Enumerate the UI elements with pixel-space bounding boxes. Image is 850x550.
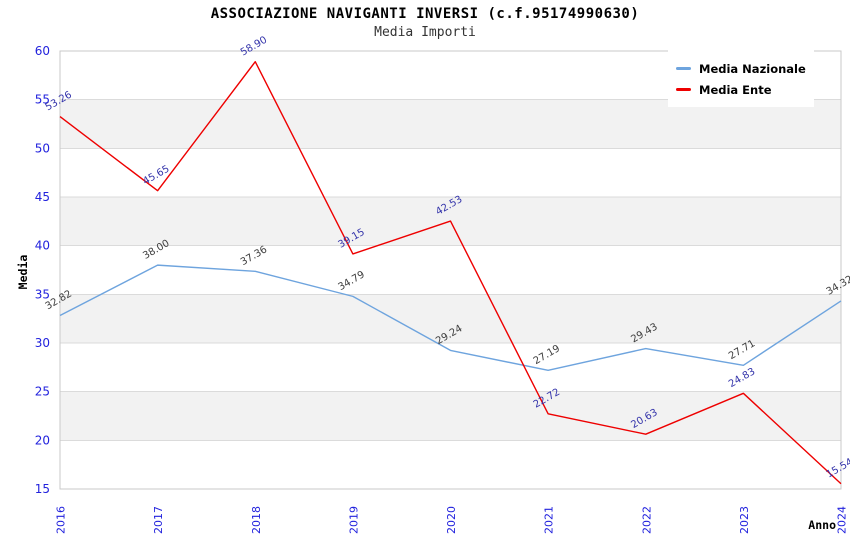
plot-border <box>59 50 842 490</box>
x-tick-label: 2024 <box>836 506 849 534</box>
legend-item-label: Media Ente <box>699 82 772 97</box>
legend-line-icon <box>676 88 691 91</box>
data-label: 24.83 <box>727 366 757 390</box>
legend: Media Nazionale Media Ente <box>668 48 814 107</box>
data-label: 34.79 <box>336 269 366 293</box>
x-tick-label: 2020 <box>445 506 458 534</box>
x-axis-title: Anno <box>808 518 836 532</box>
y-tick-label: 45 <box>35 190 50 204</box>
data-label: 37.36 <box>239 244 269 268</box>
legend-item-label: Media Nazionale <box>699 61 806 76</box>
y-tick-label: 30 <box>35 336 50 350</box>
y-tick-label: 40 <box>35 239 50 253</box>
y-tick-label: 50 <box>35 141 50 155</box>
legend-item-media-ente[interactable]: Media Ente <box>676 79 806 100</box>
data-label: 27.19 <box>532 343 562 367</box>
y-tick-label: 60 <box>35 44 50 58</box>
chart-subtitle: Media Importi <box>374 25 476 40</box>
data-label: 45.65 <box>141 164 171 188</box>
x-tick-label: 2017 <box>152 506 165 534</box>
grid-band <box>60 391 841 441</box>
x-tick-label: 2021 <box>543 506 556 534</box>
grid-band <box>60 294 841 343</box>
data-label: 58.90 <box>239 35 269 59</box>
x-tick-label: 2016 <box>55 506 68 534</box>
x-tick-label: 2018 <box>250 506 263 534</box>
grid-band <box>60 99 841 149</box>
y-tick-label: 35 <box>35 287 50 301</box>
data-label: 15.54 <box>825 457 850 481</box>
chart-title: ASSOCIAZIONE NAVIGANTI INVERSI (c.f.9517… <box>210 6 640 22</box>
y-tick-label: 25 <box>35 385 50 399</box>
x-tick-label: 2022 <box>640 506 653 534</box>
series-line <box>59 264 842 372</box>
x-tick-label: 2019 <box>347 506 360 534</box>
y-tick-label: 20 <box>35 433 50 447</box>
legend-line-icon <box>676 67 691 70</box>
legend-item-media-nazionale[interactable]: Media Nazionale <box>676 58 806 79</box>
y-tick-label: 15 <box>35 482 50 496</box>
y-axis-title: Media <box>16 255 30 290</box>
x-tick-label: 2023 <box>738 506 751 534</box>
y-tick-label: 55 <box>35 93 50 107</box>
series-line <box>59 61 842 485</box>
